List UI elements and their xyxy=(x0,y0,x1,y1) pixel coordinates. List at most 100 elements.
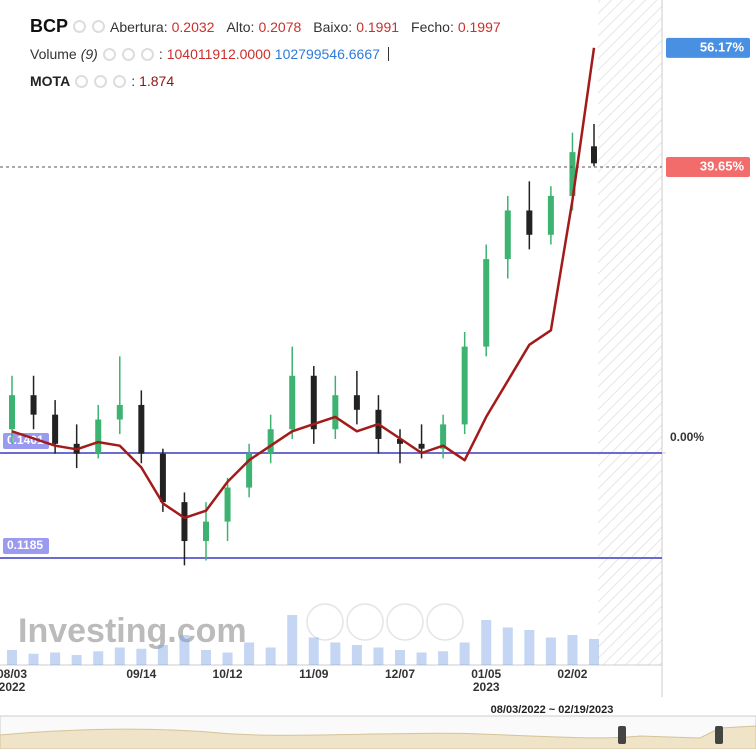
volume-label: Volume xyxy=(30,46,77,62)
watermark: Investing.com xyxy=(18,612,247,650)
price-label: 0.1185 xyxy=(7,538,43,552)
compare-value: 1.874 xyxy=(139,73,175,89)
candle-body xyxy=(30,395,37,415)
compare-label: 56.17% xyxy=(700,39,745,54)
volume-bar xyxy=(524,630,535,665)
future-hatch xyxy=(598,0,662,665)
volume-period: (9) xyxy=(80,46,98,62)
separator: : xyxy=(158,46,163,62)
candle-body xyxy=(181,502,188,542)
volume-bar xyxy=(265,647,276,665)
ohlc-value: 0.1991 xyxy=(356,18,400,35)
volume-bar xyxy=(93,651,104,665)
volume-bar xyxy=(330,642,341,665)
volume-bar xyxy=(50,652,61,665)
compare-symbol: MOTA xyxy=(30,73,71,89)
x-year-label: 2022 xyxy=(0,680,26,694)
ohlc-row: BCP Abertura: 0.2032 Alto: 0.2078 Baixo: 0.… xyxy=(30,16,509,37)
candle-body xyxy=(332,395,339,430)
volume-bar xyxy=(114,647,125,665)
candle-body xyxy=(289,375,296,430)
ohlc-value: 0.2078 xyxy=(258,18,302,35)
volume-bar xyxy=(201,650,211,665)
volume-bar xyxy=(157,645,168,665)
candle-body xyxy=(547,195,554,235)
price-label-box xyxy=(3,433,49,450)
volume-bar xyxy=(351,645,362,665)
navigator-area xyxy=(0,725,756,749)
compare-label-box xyxy=(666,37,750,58)
navigator-handle[interactable] xyxy=(618,726,626,744)
candle-body xyxy=(418,443,425,449)
volume-value: 104011912.0000 xyxy=(166,46,271,62)
volume-bar xyxy=(545,637,556,665)
candle-body xyxy=(203,521,209,542)
volume-row: Volume (9) : 104011912.0000 102799546.66… xyxy=(30,46,389,62)
candle-body xyxy=(353,395,360,410)
compare-row: MOTA : 1.874 xyxy=(30,73,174,89)
candle-body xyxy=(116,404,123,420)
candle-body xyxy=(159,453,166,503)
last-change-label: 39.65% xyxy=(700,158,745,173)
ohlc-label: Baixo: xyxy=(313,18,353,35)
ohlc-value: 0.2032 xyxy=(171,18,215,35)
volume-bar xyxy=(179,635,190,665)
volume-bar xyxy=(222,652,233,665)
y2-tick-label: 0.00% xyxy=(670,430,704,444)
candle-body xyxy=(310,375,317,430)
compare-line xyxy=(11,47,596,520)
x-tick-label: 08/03 xyxy=(0,667,27,681)
volume-bar xyxy=(7,650,17,665)
volume-bar xyxy=(502,627,513,665)
candle-body xyxy=(246,453,253,488)
volume-bar xyxy=(244,642,255,665)
candle-body xyxy=(224,487,231,522)
candle-body xyxy=(483,259,490,347)
price-label-box xyxy=(3,538,49,555)
candle-body xyxy=(440,424,447,449)
volume-bar xyxy=(481,620,492,665)
x-tick-label: 01/05 xyxy=(471,667,501,681)
candle-body xyxy=(504,210,511,260)
candle-body xyxy=(52,414,59,444)
x-tick-label: 12/07 xyxy=(385,667,415,681)
ohlc-value: 0.1997 xyxy=(457,18,501,35)
volume-bar xyxy=(438,651,449,665)
candle-body xyxy=(461,346,468,425)
navigator-handle[interactable] xyxy=(715,726,723,744)
symbol: BCP xyxy=(30,16,69,36)
candle-body xyxy=(569,152,576,196)
volume-bar xyxy=(395,650,405,665)
volume-bar xyxy=(373,647,384,665)
candle-body xyxy=(138,404,145,454)
x-tick-label: 10/12 xyxy=(213,667,243,681)
x-year-label: 2023 xyxy=(473,680,500,694)
candle-body xyxy=(526,210,533,235)
volume-bar xyxy=(71,655,82,665)
volume-ma-value: 102799546.6667 xyxy=(274,46,380,62)
x-tick-label: 02/02 xyxy=(557,667,587,681)
x-tick-label: 09/14 xyxy=(126,667,156,681)
ohlc-label: Fecho: xyxy=(411,18,454,35)
candle-body xyxy=(95,419,102,454)
price-label: 0.1401 xyxy=(7,433,44,447)
ohlc-label: Abertura: xyxy=(110,18,168,35)
volume-bar xyxy=(287,615,298,665)
volume-bar xyxy=(459,642,470,665)
separator: : xyxy=(131,73,136,89)
candle-body xyxy=(591,146,597,164)
volume-bar xyxy=(308,637,319,665)
volume-bar xyxy=(28,653,39,665)
volume-bar xyxy=(567,635,578,665)
last-change-box xyxy=(666,156,750,177)
candle-body xyxy=(267,429,274,454)
zoom-buttons xyxy=(306,603,464,641)
candle-body xyxy=(9,395,15,430)
ohlc-label: Alto: xyxy=(226,18,255,35)
volume-bar xyxy=(416,652,427,665)
volume-bar xyxy=(589,638,599,665)
x-tick-label: 11/09 xyxy=(299,667,329,681)
navigator-range: 08/03/2022 ~ 02/19/2023 xyxy=(491,704,614,716)
